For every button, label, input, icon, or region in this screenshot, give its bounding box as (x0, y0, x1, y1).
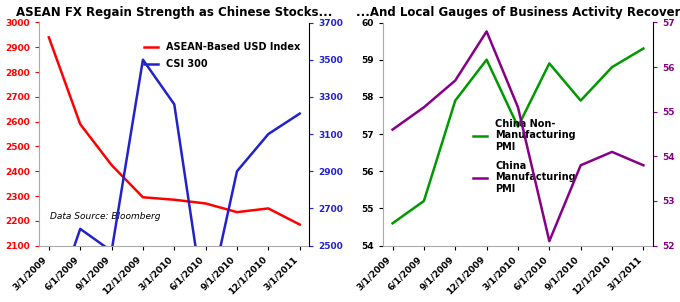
Title: ...And Local Gauges of Business Activity Recover: ...And Local Gauges of Business Activity… (356, 5, 680, 18)
Legend: China Non-
Manufacturing
PMI, China
Manufacturing
PMI: China Non- Manufacturing PMI, China Manu… (469, 115, 579, 198)
Text: Data Source: Bloomberg: Data Source: Bloomberg (50, 212, 160, 221)
Legend: ASEAN-Based USD Index, CSI 300: ASEAN-Based USD Index, CSI 300 (140, 39, 304, 73)
Title: ASEAN FX Regain Strength as Chinese Stocks...: ASEAN FX Regain Strength as Chinese Stoc… (16, 5, 333, 18)
